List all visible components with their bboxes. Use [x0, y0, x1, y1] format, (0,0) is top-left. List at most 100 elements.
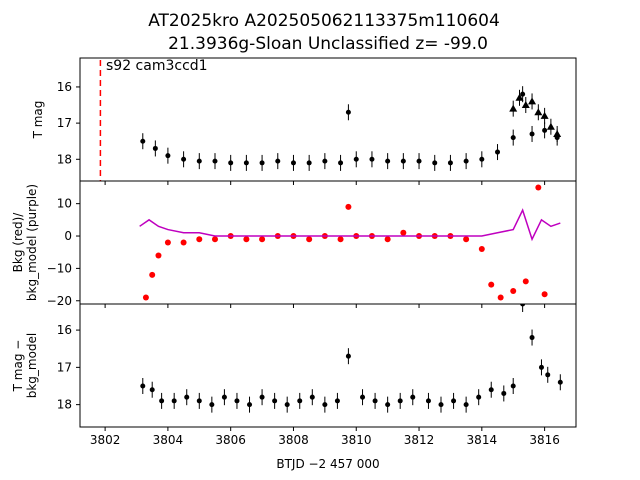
- axes-frame: [79, 303, 577, 428]
- y-axis-label: Bkg (red)/bkg_model (purple): [11, 184, 39, 301]
- x-tick-label: 3812: [404, 433, 435, 447]
- data-layer: [140, 304, 563, 413]
- data-point: [322, 402, 328, 408]
- data-point-triangle: [534, 108, 543, 116]
- data-point: [535, 184, 542, 191]
- data-point: [345, 353, 351, 359]
- data-point: [369, 156, 375, 162]
- data-point: [259, 236, 266, 243]
- data-point: [181, 156, 187, 162]
- data-point: [243, 236, 250, 243]
- y-tick-label: 17: [57, 116, 72, 130]
- data-point: [385, 402, 391, 408]
- panel-bottom-corrected-magnitude: 16 17 18 3802 3804 3806 3808 3810 3812 3814 3816 T …: [11, 303, 577, 447]
- bkg-model-line: [139, 208, 561, 242]
- data-point: [149, 387, 155, 393]
- data-point: [338, 160, 344, 166]
- data-point: [353, 156, 359, 162]
- y-axis-label: T mag −bkg_model: [11, 333, 39, 399]
- data-point-triangle: [540, 111, 549, 119]
- data-point: [447, 160, 453, 166]
- data-point: [463, 236, 470, 243]
- data-point: [372, 398, 378, 404]
- data-point: [272, 398, 278, 404]
- y-tick-label: −10: [47, 261, 72, 275]
- y-tick-label: 16: [57, 80, 72, 94]
- data-point: [545, 372, 551, 378]
- data-point: [400, 158, 406, 164]
- data-point: [529, 131, 535, 137]
- data-point-triangle: [528, 97, 537, 105]
- x-tick-label: 3810: [341, 433, 372, 447]
- y-tick-label: 18: [57, 152, 72, 166]
- axes-frame: [79, 180, 577, 305]
- data-point: [463, 402, 469, 408]
- data-point: [180, 239, 187, 246]
- y-tick-label: 0: [64, 229, 72, 243]
- data-point: [228, 160, 234, 166]
- data-point: [557, 379, 563, 385]
- data-point: [400, 229, 407, 236]
- data-point: [488, 281, 495, 288]
- data-point: [211, 236, 218, 243]
- data-point-triangle: [546, 122, 555, 130]
- data-point: [337, 236, 344, 243]
- panel-middle-background: 10 0 −10 −20 Bkg (red)/bkg_model (purple): [11, 180, 577, 308]
- data-point: [306, 236, 313, 243]
- data-point: [438, 402, 444, 408]
- data-point: [209, 402, 215, 408]
- data-point: [165, 153, 171, 159]
- data-point: [140, 138, 146, 144]
- data-point: [345, 109, 351, 115]
- data-point: [538, 364, 544, 370]
- data-point: [478, 245, 485, 252]
- data-point-triangle: [509, 104, 518, 112]
- data-point: [360, 394, 366, 400]
- data-point: [196, 398, 202, 404]
- data-point: [520, 304, 526, 307]
- data-point: [140, 383, 146, 389]
- y-tick-label: 17: [57, 360, 72, 374]
- panel-top-magnitude: 16 17 18 T mag: [31, 57, 577, 185]
- y-tick-label: −20: [47, 294, 72, 308]
- x-tick-label: 3808: [278, 433, 309, 447]
- data-point: [416, 158, 422, 164]
- data-point: [542, 127, 548, 133]
- x-tick-label: 3802: [90, 433, 121, 447]
- data-point: [184, 394, 190, 400]
- data-point: [155, 252, 162, 259]
- data-point: [171, 398, 177, 404]
- data-point: [247, 402, 253, 408]
- x-tick-label: 3804: [153, 433, 184, 447]
- data-point: [432, 160, 438, 166]
- data-point: [234, 398, 240, 404]
- data-point: [451, 398, 457, 404]
- annotation-sector-camera: s92 cam3ccd1: [106, 58, 208, 74]
- data-point: [309, 394, 315, 400]
- x-tick-label: 3806: [215, 433, 246, 447]
- data-point-triangle: [515, 93, 524, 101]
- data-point: [529, 335, 535, 341]
- data-point: [152, 145, 158, 151]
- data-point: [476, 394, 482, 400]
- y-tick-label: 10: [57, 197, 72, 211]
- data-point: [306, 160, 312, 166]
- data-point: [221, 394, 227, 400]
- y-tick-label: 18: [57, 398, 72, 412]
- data-point: [345, 203, 352, 210]
- data-point: [463, 158, 469, 164]
- data-point: [522, 278, 529, 285]
- data-point: [243, 160, 249, 166]
- x-tick-label: 3814: [467, 433, 498, 447]
- data-point: [196, 158, 202, 164]
- data-point: [520, 91, 526, 97]
- x-tick-label: 3816: [529, 433, 560, 447]
- data-point: [284, 402, 290, 408]
- data-point: [275, 158, 281, 164]
- data-point: [290, 160, 296, 166]
- data-point: [385, 158, 391, 164]
- data-point: [497, 294, 504, 301]
- data-point: [410, 394, 416, 400]
- data-point: [159, 398, 165, 404]
